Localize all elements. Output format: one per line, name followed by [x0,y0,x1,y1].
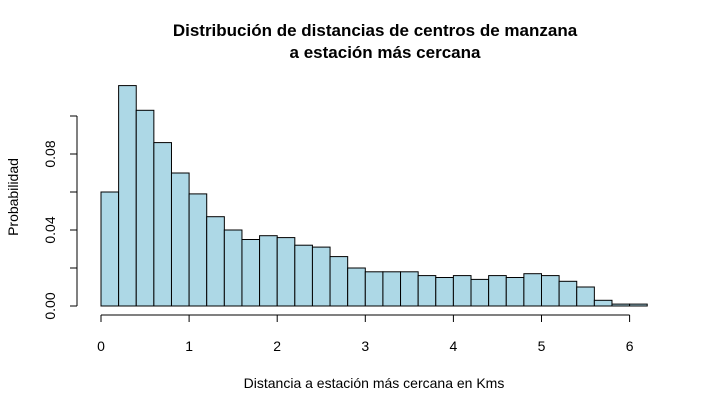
chart-title: Distribución de distancias de centros de… [173,21,578,40]
x-tick-label: 6 [626,338,634,354]
histogram-bar [276,237,296,307]
histogram-bar [629,303,648,307]
x-tick-label: 1 [185,338,193,354]
histogram-bar [435,277,454,307]
y-axis: 0.00 0.04 0.08 [42,115,78,320]
x-axis-label: Distancia a estación más cercana en Kms [244,375,505,391]
histogram-bar [611,303,631,307]
y-tick-label: 0.04 [42,216,58,243]
histogram-bar [558,280,578,307]
histogram-bars [100,85,648,307]
x-tick-label: 5 [538,338,546,354]
histogram-bar [153,142,172,307]
histogram-bar [417,275,437,307]
histogram-bar [188,193,208,307]
histogram-bar [329,256,349,307]
histogram-bar [541,275,560,307]
histogram-bar [576,286,595,307]
histogram-bar [135,109,155,307]
histogram-bar [523,273,543,307]
x-tick-label: 0 [97,338,105,354]
y-tick-label: 0.00 [42,292,58,319]
histogram-bar [294,244,313,307]
histogram-bar [170,172,190,307]
histogram-bar [100,191,120,307]
histogram-bar [470,278,490,307]
x-tick-label: 3 [361,338,369,354]
y-tick-label: 0.08 [42,140,58,167]
x-tick-label: 4 [450,338,458,354]
histogram-bar [488,275,507,307]
histogram-bar [118,85,137,307]
y-axis-label: Probabilidad [5,158,21,236]
histogram-bar [505,277,525,307]
histogram-bar [241,239,261,307]
histogram-bar [400,271,419,307]
histogram-bar [364,271,384,307]
x-axis: 0 1 2 3 4 5 6 [97,314,634,354]
histogram-bar [593,299,613,307]
histogram-bar [382,271,402,307]
histogram-bar [206,216,225,307]
histogram-bar [223,229,243,307]
histogram-bar [311,246,331,307]
histogram-bar [347,267,366,307]
chart-subtitle: a estación más cercana [290,43,481,62]
histogram-bar [452,275,472,307]
histogram-bar [259,235,278,307]
x-tick-label: 2 [273,338,281,354]
